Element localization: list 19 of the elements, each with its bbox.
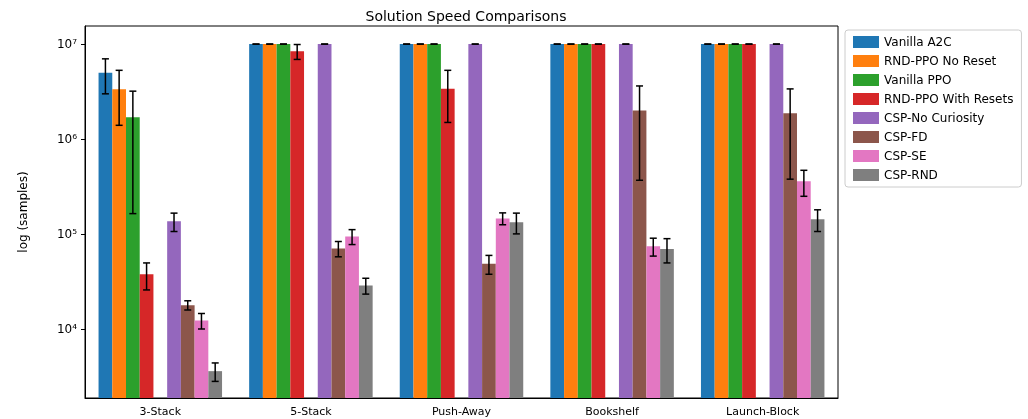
x-tick-label: 5-Stack <box>290 405 333 418</box>
x-tick-label: 3-Stack <box>139 405 182 418</box>
legend-label: Vanilla A2C <box>884 35 952 49</box>
y-tick-label: 10⁴ <box>56 322 78 337</box>
y-tick-label: 10⁶ <box>56 132 78 147</box>
legend-label: CSP-FD <box>884 130 928 144</box>
y-tick-label: 10⁷ <box>56 37 78 52</box>
legend-label: CSP-RND <box>884 168 938 182</box>
y-tick-label: 10⁵ <box>56 227 78 242</box>
legend-label: CSP-No Curiosity <box>884 111 985 125</box>
x-tick-label: Push-Away <box>431 405 492 418</box>
chart-title: Solution Speed Comparisons <box>365 8 567 24</box>
legend-label: CSP-SE <box>884 149 927 163</box>
x-tick-label: Bookshelf <box>585 405 641 418</box>
y-axis-title: log (samples) <box>16 171 30 253</box>
legend-label: RND-PPO With Resets <box>884 92 1014 106</box>
legend-label: Vanilla PPO <box>884 73 952 87</box>
legend-label: RND-PPO No Reset <box>884 54 997 68</box>
x-tick-label: Launch-Block <box>726 405 800 418</box>
